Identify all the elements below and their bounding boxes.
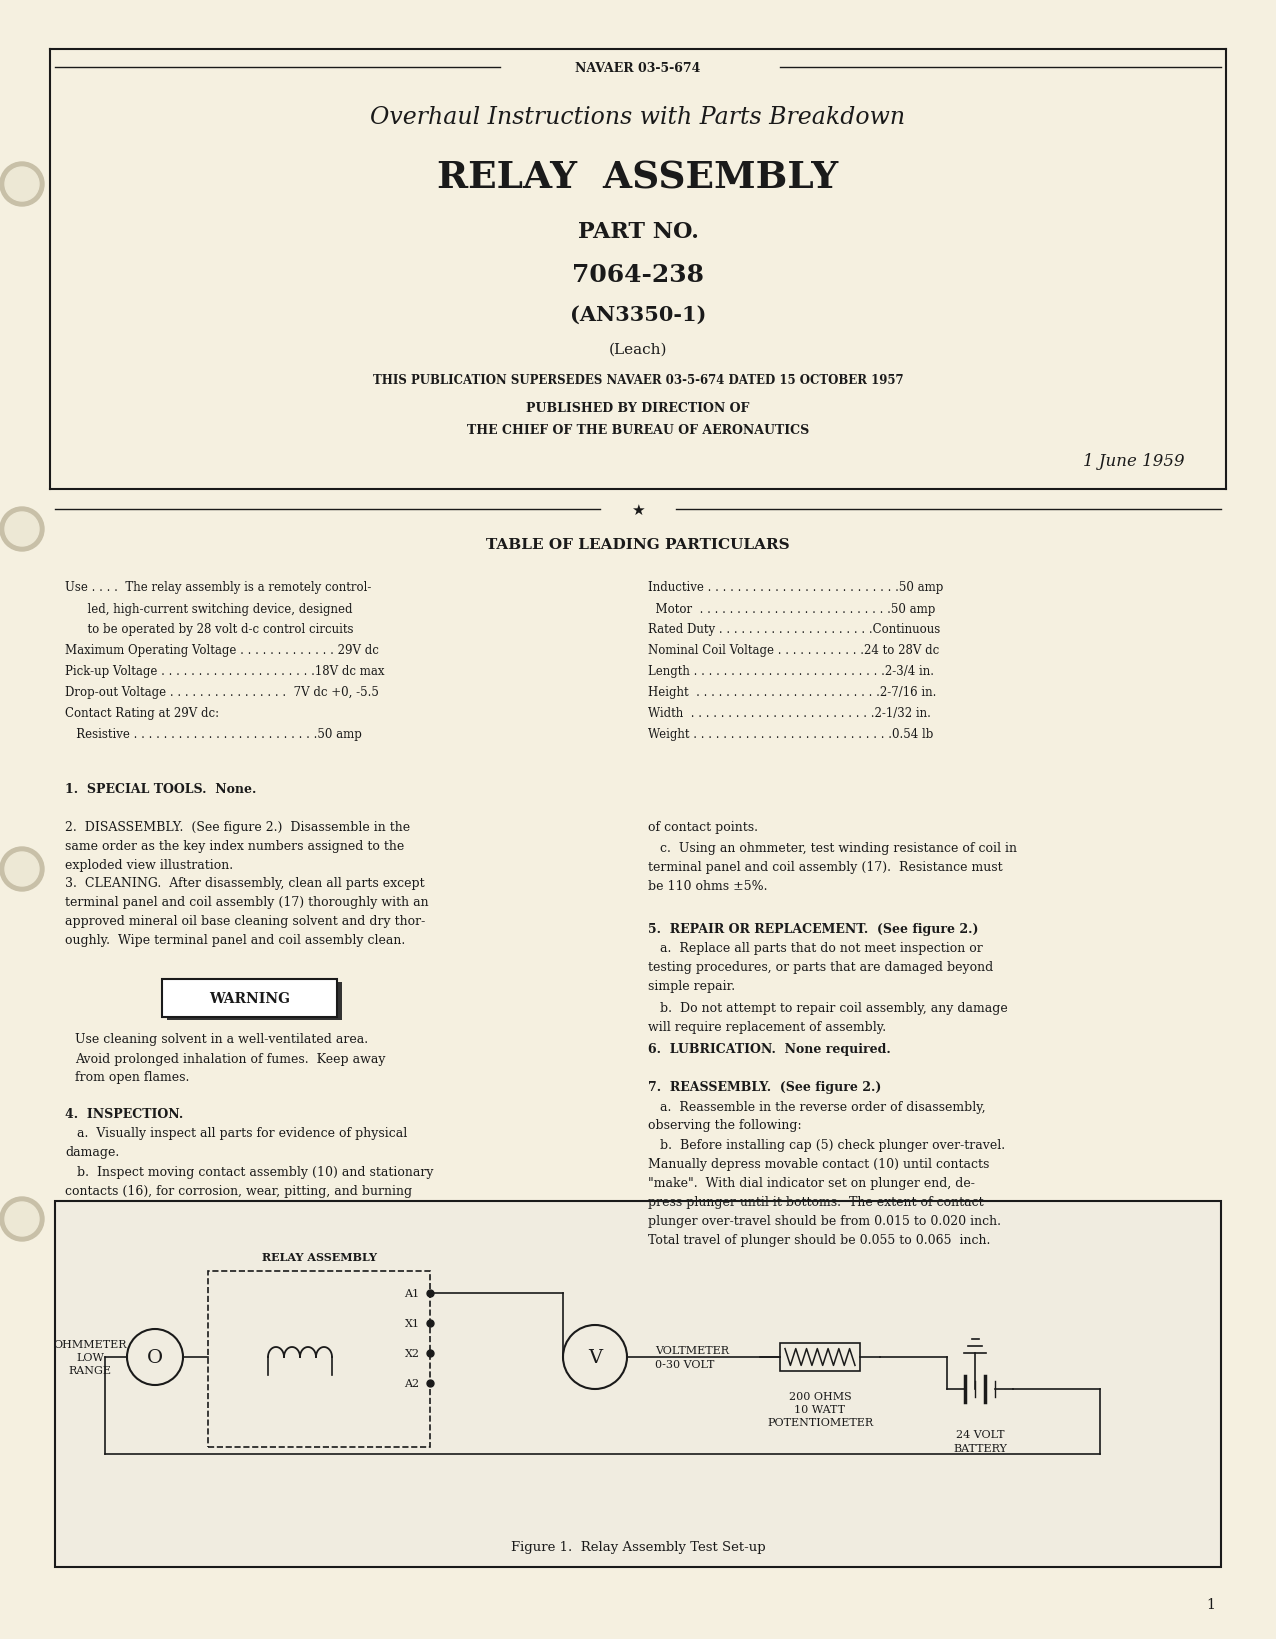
Text: V: V <box>588 1349 602 1367</box>
Text: Weight . . . . . . . . . . . . . . . . . . . . . . . . . . .0.54 lb: Weight . . . . . . . . . . . . . . . . .… <box>648 728 933 741</box>
Text: A1: A1 <box>404 1288 420 1298</box>
Text: Avoid prolonged inhalation of fumes.  Keep away: Avoid prolonged inhalation of fumes. Kee… <box>75 1052 385 1065</box>
Text: 3.  CLEANING.  After disassembly, clean all parts except: 3. CLEANING. After disassembly, clean al… <box>65 877 425 890</box>
Text: 1.  SPECIAL TOOLS.  None.: 1. SPECIAL TOOLS. None. <box>65 783 256 797</box>
Text: THE CHIEF OF THE BUREAU OF AERONAUTICS: THE CHIEF OF THE BUREAU OF AERONAUTICS <box>467 423 809 436</box>
Circle shape <box>5 513 40 547</box>
Text: OHMMETER
LOW
RANGE: OHMMETER LOW RANGE <box>54 1339 126 1375</box>
Text: Pick-up Voltage . . . . . . . . . . . . . . . . . . . . .18V dc max: Pick-up Voltage . . . . . . . . . . . . … <box>65 665 384 679</box>
Text: Maximum Operating Voltage . . . . . . . . . . . . . 29V dc: Maximum Operating Voltage . . . . . . . … <box>65 644 379 657</box>
Text: NAVAER 03-5-674: NAVAER 03-5-674 <box>575 61 701 74</box>
Text: X1: X1 <box>404 1318 420 1328</box>
Text: (Leach): (Leach) <box>609 343 667 357</box>
Circle shape <box>0 1196 43 1241</box>
Text: simple repair.: simple repair. <box>648 980 735 993</box>
Text: damage.: damage. <box>65 1146 119 1159</box>
Text: O: O <box>147 1349 163 1367</box>
Text: X2: X2 <box>404 1349 420 1359</box>
Text: Total travel of plunger should be 0.055 to 0.065  inch.: Total travel of plunger should be 0.055 … <box>648 1234 990 1247</box>
Text: Nominal Coil Voltage . . . . . . . . . . . .24 to 28V dc: Nominal Coil Voltage . . . . . . . . . .… <box>648 644 939 657</box>
Text: 7064-238: 7064-238 <box>572 262 704 287</box>
Text: VOLTMETER
0-30 VOLT: VOLTMETER 0-30 VOLT <box>655 1346 729 1369</box>
Text: Width  . . . . . . . . . . . . . . . . . . . . . . . . .2-1/32 in.: Width . . . . . . . . . . . . . . . . . … <box>648 706 931 720</box>
Text: RELAY  ASSEMBLY: RELAY ASSEMBLY <box>438 159 838 197</box>
Text: Figure 1.  Relay Assembly Test Set-up: Figure 1. Relay Assembly Test Set-up <box>510 1541 766 1554</box>
Text: a.  Visually inspect all parts for evidence of physical: a. Visually inspect all parts for eviden… <box>65 1128 407 1139</box>
Text: 200 OHMS
10 WATT
POTENTIOMETER: 200 OHMS 10 WATT POTENTIOMETER <box>767 1392 873 1428</box>
Text: b.  Before installing cap (5) check plunger over-travel.: b. Before installing cap (5) check plung… <box>648 1139 1005 1152</box>
Text: WARNING: WARNING <box>209 992 290 1005</box>
Circle shape <box>5 1203 40 1236</box>
Text: will require replacement of assembly.: will require replacement of assembly. <box>648 1021 886 1034</box>
Text: press plunger until it bottoms.  The extent of contact: press plunger until it bottoms. The exte… <box>648 1196 984 1210</box>
Circle shape <box>0 508 43 552</box>
Text: c.  Using an ohmmeter, test winding resistance of coil in: c. Using an ohmmeter, test winding resis… <box>648 842 1017 856</box>
Text: 6.  LUBRICATION.  None required.: 6. LUBRICATION. None required. <box>648 1042 891 1056</box>
Text: to be operated by 28 volt d-c control circuits: to be operated by 28 volt d-c control ci… <box>65 623 353 636</box>
Text: Contact Rating at 29V dc:: Contact Rating at 29V dc: <box>65 706 219 720</box>
Text: Manually depress movable contact (10) until contacts: Manually depress movable contact (10) un… <box>648 1157 989 1170</box>
Text: terminal panel and coil assembly (17).  Resistance must: terminal panel and coil assembly (17). R… <box>648 860 1003 874</box>
Text: b.  Inspect moving contact assembly (10) and stationary: b. Inspect moving contact assembly (10) … <box>65 1165 434 1178</box>
Text: contacts (16), for corrosion, wear, pitting, and burning: contacts (16), for corrosion, wear, pitt… <box>65 1185 412 1198</box>
Text: 1 June 1959: 1 June 1959 <box>1083 454 1185 470</box>
Text: a.  Reassemble in the reverse order of disassembly,: a. Reassemble in the reverse order of di… <box>648 1100 985 1113</box>
Text: same order as the key index numbers assigned to the: same order as the key index numbers assi… <box>65 839 404 852</box>
Text: PUBLISHED BY DIRECTION OF: PUBLISHED BY DIRECTION OF <box>526 402 750 415</box>
Text: 1: 1 <box>1206 1596 1215 1611</box>
Text: Rated Duty . . . . . . . . . . . . . . . . . . . . .Continuous: Rated Duty . . . . . . . . . . . . . . .… <box>648 623 940 636</box>
Text: Drop-out Voltage . . . . . . . . . . . . . . . .  7V dc +0, -5.5: Drop-out Voltage . . . . . . . . . . . .… <box>65 687 379 700</box>
Text: observing the following:: observing the following: <box>648 1119 801 1133</box>
Circle shape <box>0 162 43 207</box>
Text: a.  Replace all parts that do not meet inspection or: a. Replace all parts that do not meet in… <box>648 942 983 956</box>
Text: Use . . . .  The relay assembly is a remotely control-: Use . . . . The relay assembly is a remo… <box>65 582 371 595</box>
Text: of contact points.: of contact points. <box>648 821 758 834</box>
Text: terminal panel and coil assembly (17) thoroughly with an: terminal panel and coil assembly (17) th… <box>65 897 429 910</box>
Text: Overhaul Instructions with Parts Breakdown: Overhaul Instructions with Parts Breakdo… <box>370 107 906 129</box>
Text: RELAY ASSEMBLY: RELAY ASSEMBLY <box>262 1252 376 1262</box>
Text: THIS PUBLICATION SUPERSEDES NAVAER 03-5-674 DATED 15 OCTOBER 1957: THIS PUBLICATION SUPERSEDES NAVAER 03-5-… <box>373 374 903 387</box>
Text: (AN3350-1): (AN3350-1) <box>570 305 706 325</box>
Text: 24 VOLT
BATTERY: 24 VOLT BATTERY <box>953 1429 1007 1452</box>
Text: Use cleaning solvent in a well-ventilated area.: Use cleaning solvent in a well-ventilate… <box>75 1033 367 1046</box>
Bar <box>208 1272 430 1447</box>
Bar <box>780 1344 860 1372</box>
Text: Resistive . . . . . . . . . . . . . . . . . . . . . . . . .50 amp: Resistive . . . . . . . . . . . . . . . … <box>65 728 362 741</box>
Text: ★: ★ <box>632 502 644 518</box>
Circle shape <box>0 847 43 892</box>
Text: testing procedures, or parts that are damaged beyond: testing procedures, or parts that are da… <box>648 960 993 974</box>
Text: plunger over-travel should be from 0.015 to 0.020 inch.: plunger over-travel should be from 0.015… <box>648 1214 1000 1228</box>
Text: TABLE OF LEADING PARTICULARS: TABLE OF LEADING PARTICULARS <box>486 538 790 552</box>
Text: 2.  DISASSEMBLY.  (See figure 2.)  Disassemble in the: 2. DISASSEMBLY. (See figure 2.) Disassem… <box>65 821 410 834</box>
Circle shape <box>5 167 40 202</box>
Text: 7.  REASSEMBLY.  (See figure 2.): 7. REASSEMBLY. (See figure 2.) <box>648 1080 882 1093</box>
Text: be 110 ohms ±5%.: be 110 ohms ±5%. <box>648 880 767 893</box>
Text: approved mineral oil base cleaning solvent and dry thor-: approved mineral oil base cleaning solve… <box>65 915 425 928</box>
Text: 5.  REPAIR OR REPLACEMENT.  (See figure 2.): 5. REPAIR OR REPLACEMENT. (See figure 2.… <box>648 923 979 936</box>
Text: Length . . . . . . . . . . . . . . . . . . . . . . . . . .2-3/4 in.: Length . . . . . . . . . . . . . . . . .… <box>648 665 934 679</box>
Bar <box>167 982 342 1021</box>
Text: exploded view illustration.: exploded view illustration. <box>65 859 234 872</box>
Text: "make".  With dial indicator set on plunger end, de-: "make". With dial indicator set on plung… <box>648 1177 975 1190</box>
Text: PART NO.: PART NO. <box>578 221 698 243</box>
Bar <box>55 1201 1221 1567</box>
Text: oughly.  Wipe terminal panel and coil assembly clean.: oughly. Wipe terminal panel and coil ass… <box>65 934 406 947</box>
Text: A2: A2 <box>404 1378 420 1388</box>
Circle shape <box>5 852 40 887</box>
Text: led, high-current switching device, designed: led, high-current switching device, desi… <box>65 602 352 615</box>
Bar <box>162 980 337 1018</box>
Text: from open flames.: from open flames. <box>75 1070 189 1083</box>
Text: Height  . . . . . . . . . . . . . . . . . . . . . . . . .2-7/16 in.: Height . . . . . . . . . . . . . . . . .… <box>648 687 937 700</box>
Text: 4.  INSPECTION.: 4. INSPECTION. <box>65 1108 184 1121</box>
Text: b.  Do not attempt to repair coil assembly, any damage: b. Do not attempt to repair coil assembl… <box>648 1001 1008 1015</box>
Text: Motor  . . . . . . . . . . . . . . . . . . . . . . . . . .50 amp: Motor . . . . . . . . . . . . . . . . . … <box>648 602 935 615</box>
Text: Inductive . . . . . . . . . . . . . . . . . . . . . . . . . .50 amp: Inductive . . . . . . . . . . . . . . . … <box>648 582 943 595</box>
